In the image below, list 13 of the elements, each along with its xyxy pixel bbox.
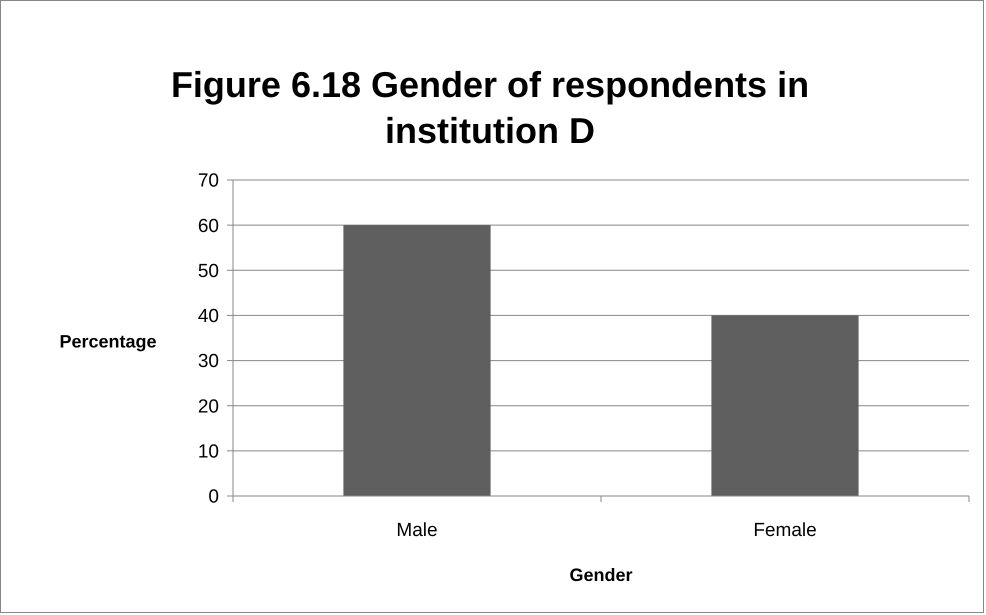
y-axis-title: Percentage: [59, 331, 157, 352]
chart-title: Figure 6.18 Gender of respondents in institution D: [170, 64, 810, 151]
y-tick-label: 60: [198, 216, 219, 237]
y-tick-label: 10: [198, 442, 219, 463]
y-tick-label: 20: [198, 396, 219, 418]
y-tick-label: 50: [198, 260, 219, 282]
x-axis-title: Gender: [569, 565, 633, 585]
y-tick-label: 40: [198, 306, 219, 328]
x-tick-label: Female: [753, 520, 817, 541]
y-tick-label: 0: [208, 486, 219, 508]
x-tick-label: Male: [396, 520, 438, 541]
y-tick-label: 70: [198, 170, 219, 192]
y-tick-label: 30: [198, 351, 219, 372]
